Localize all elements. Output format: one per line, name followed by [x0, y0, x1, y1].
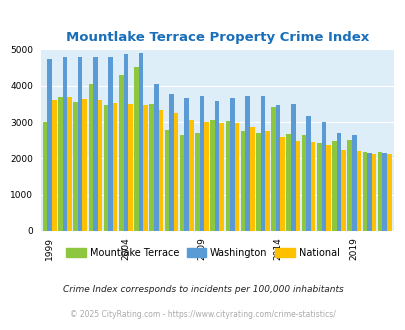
Bar — [43, 122, 47, 231]
Bar — [67, 97, 72, 231]
Bar — [286, 134, 290, 231]
Bar — [113, 103, 117, 231]
Bar — [275, 105, 280, 231]
Bar — [195, 133, 199, 231]
Bar — [143, 105, 147, 231]
Bar — [377, 152, 382, 231]
Bar — [301, 135, 305, 231]
Bar — [149, 104, 153, 231]
Bar — [295, 141, 299, 231]
Bar — [47, 59, 52, 231]
Bar — [184, 98, 189, 231]
Bar — [321, 122, 325, 231]
Bar — [164, 130, 169, 231]
Bar — [249, 127, 254, 231]
Bar — [169, 94, 173, 231]
Bar — [264, 131, 269, 231]
Bar — [271, 107, 275, 231]
Bar — [366, 153, 371, 231]
Bar — [199, 96, 204, 231]
Text: © 2025 CityRating.com - https://www.cityrating.com/crime-statistics/: © 2025 CityRating.com - https://www.city… — [70, 310, 335, 319]
Bar — [305, 116, 310, 231]
Bar — [82, 99, 87, 231]
Bar — [331, 141, 336, 231]
Bar — [382, 152, 386, 231]
Bar — [134, 67, 139, 231]
Bar — [351, 135, 356, 231]
Bar — [234, 123, 239, 231]
Bar — [356, 151, 360, 231]
Bar — [123, 54, 128, 231]
Bar — [108, 57, 113, 231]
Bar — [230, 98, 234, 231]
Bar — [325, 145, 330, 231]
Bar — [214, 101, 219, 231]
Bar — [316, 143, 321, 231]
Bar — [58, 97, 62, 231]
Bar — [225, 121, 230, 231]
Bar — [219, 123, 224, 231]
Bar — [153, 84, 158, 231]
Bar — [128, 104, 132, 231]
Bar — [204, 122, 208, 231]
Bar — [210, 120, 214, 231]
Text: Crime Index corresponds to incidents per 100,000 inhabitants: Crime Index corresponds to incidents per… — [62, 285, 343, 294]
Bar — [104, 105, 108, 231]
Bar — [158, 110, 163, 231]
Bar — [256, 133, 260, 231]
Bar — [88, 84, 93, 231]
Bar — [280, 137, 284, 231]
Title: Mountlake Terrace Property Crime Index: Mountlake Terrace Property Crime Index — [66, 31, 368, 44]
Bar — [119, 75, 123, 231]
Bar — [362, 151, 366, 231]
Bar — [73, 102, 78, 231]
Bar — [62, 57, 67, 231]
Bar — [260, 96, 264, 231]
Bar — [139, 53, 143, 231]
Bar — [310, 142, 315, 231]
Bar — [52, 100, 56, 231]
Bar — [179, 135, 184, 231]
Bar — [173, 113, 178, 231]
Bar — [93, 57, 98, 231]
Bar — [98, 100, 102, 231]
Bar — [290, 104, 295, 231]
Legend: Mountlake Terrace, Washington, National: Mountlake Terrace, Washington, National — [62, 244, 343, 262]
Bar — [371, 154, 375, 231]
Bar — [189, 119, 193, 231]
Bar — [245, 96, 249, 231]
Bar — [336, 133, 341, 231]
Bar — [347, 140, 351, 231]
Bar — [78, 57, 82, 231]
Bar — [240, 131, 245, 231]
Bar — [341, 150, 345, 231]
Bar — [386, 154, 390, 231]
